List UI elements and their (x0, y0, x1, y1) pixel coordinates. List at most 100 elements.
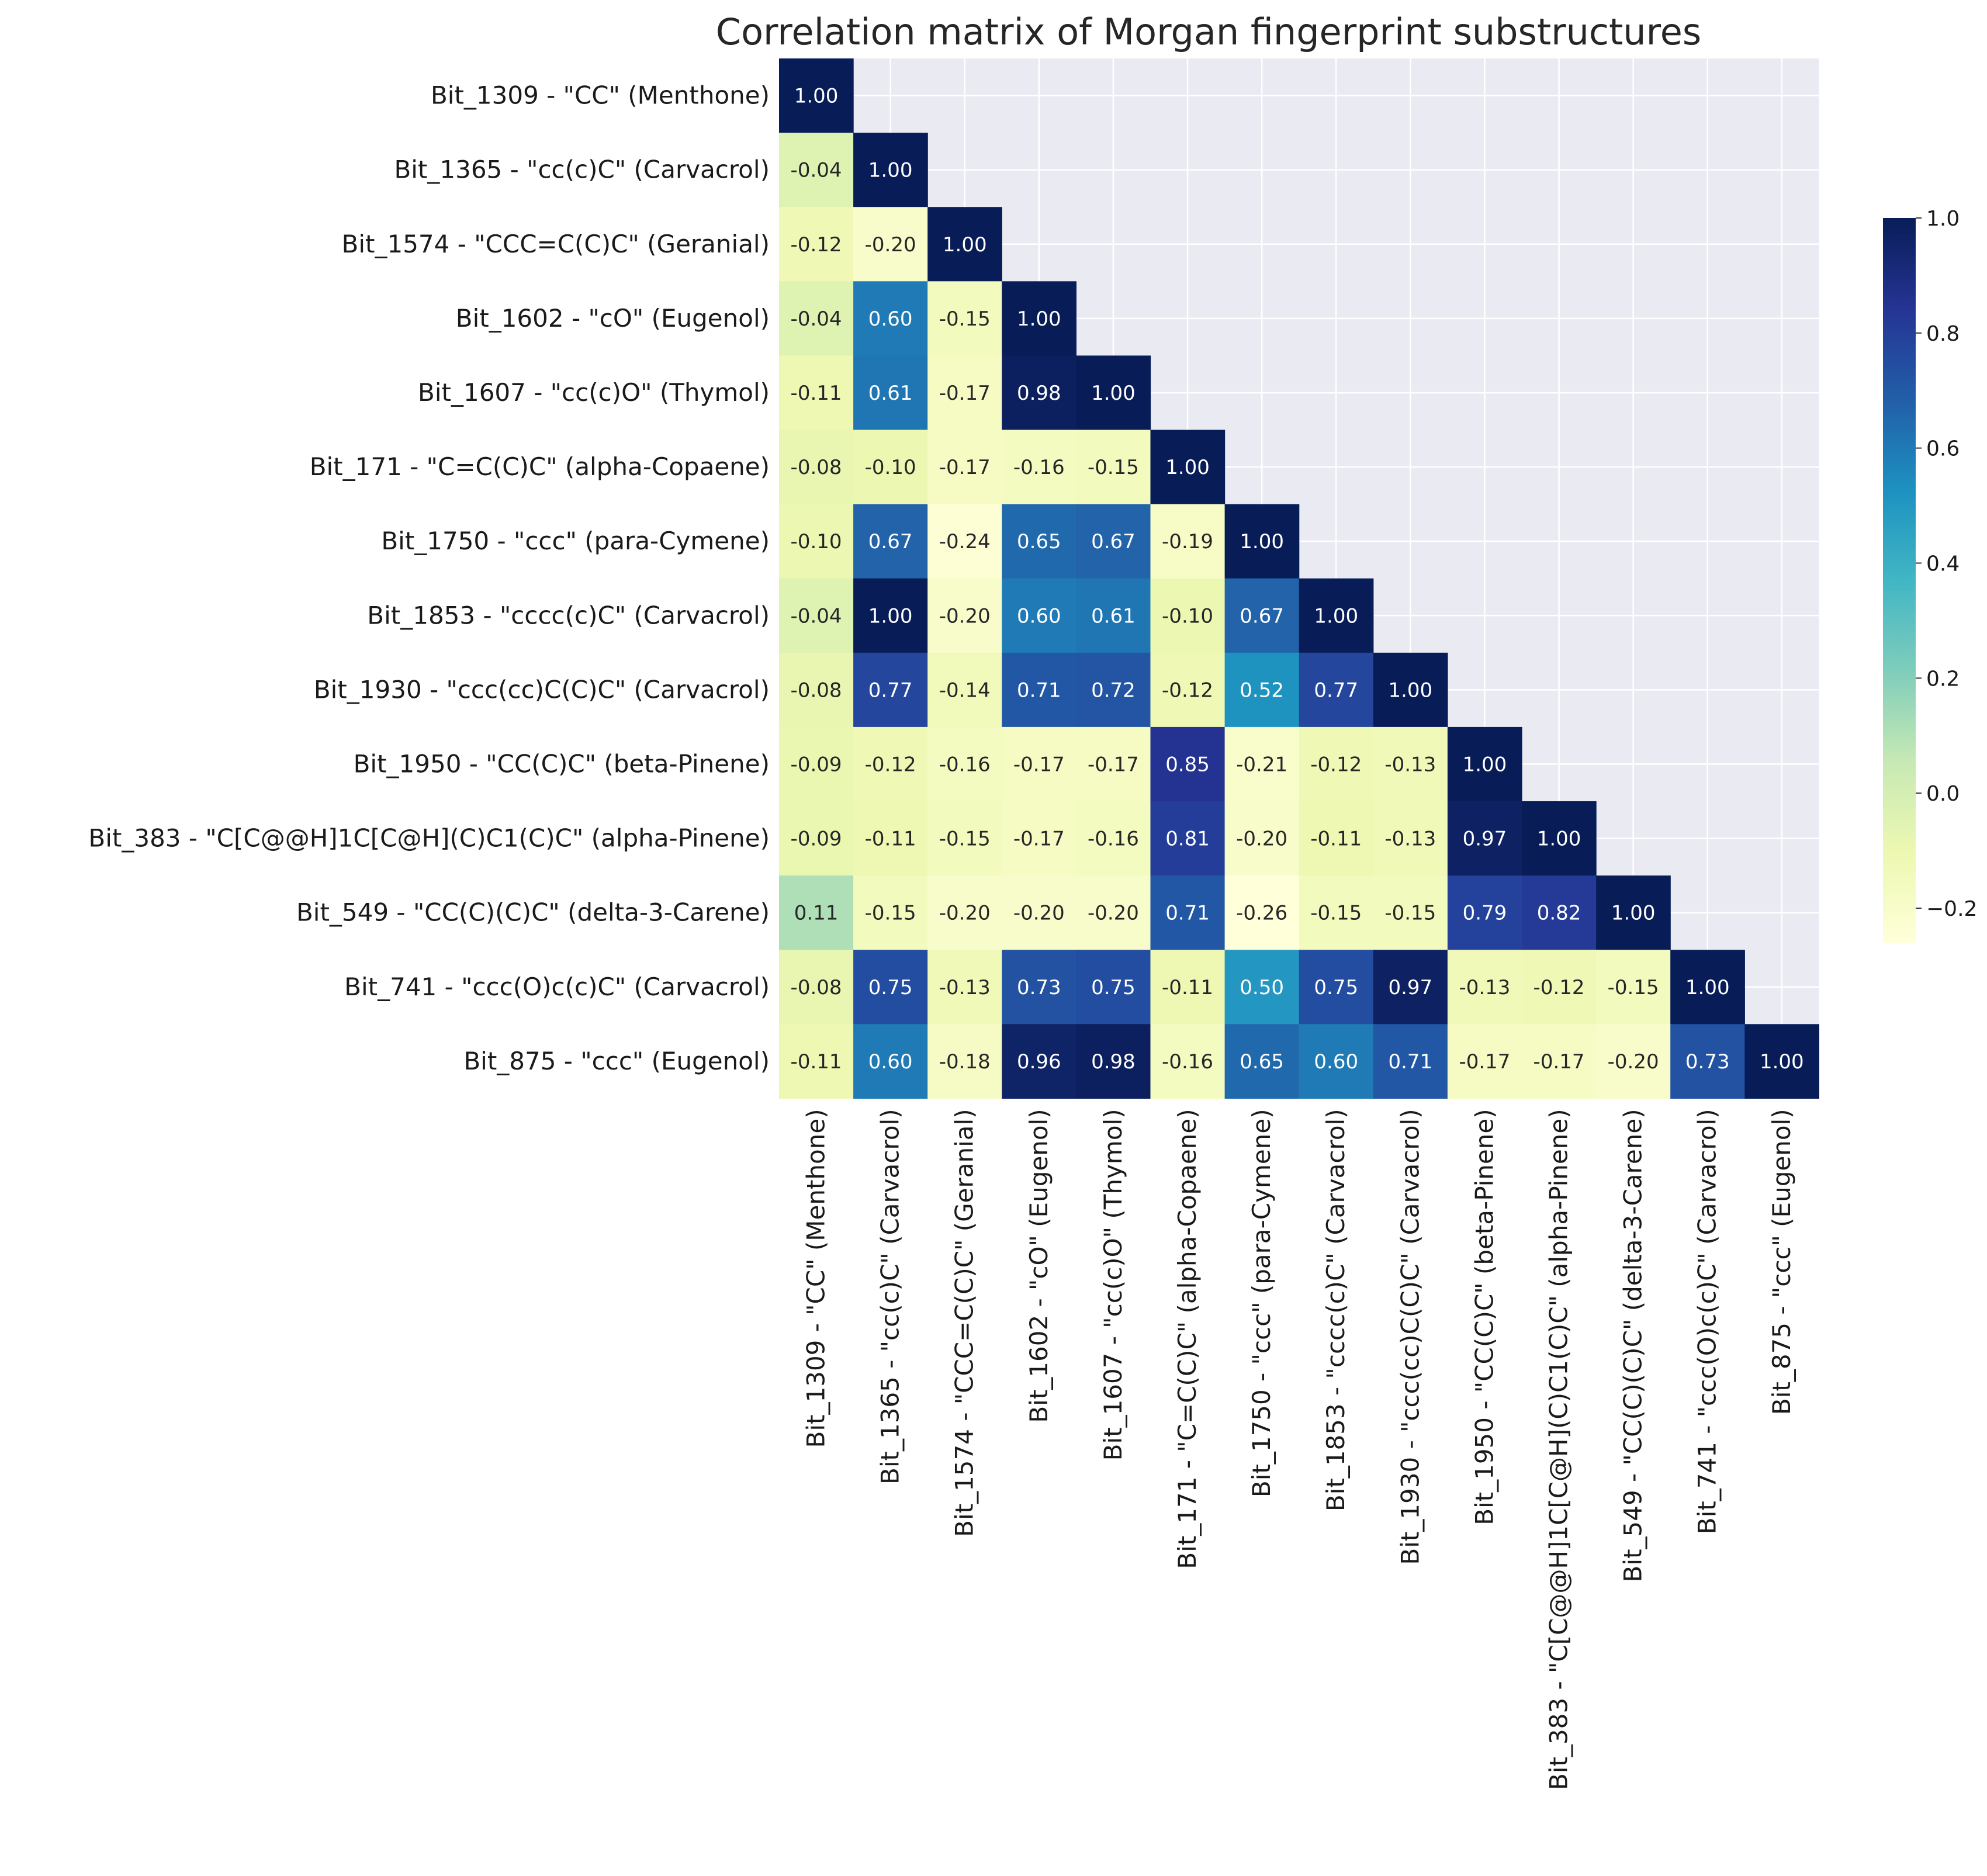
heatmap-cell (1373, 950, 1448, 1024)
heatmap-cell (1447, 875, 1522, 950)
cell-value-label: -0.16 (1088, 828, 1139, 851)
heatmap-cell (1373, 726, 1448, 802)
heatmap-cell (779, 355, 854, 431)
cell-value-label: 0.61 (1091, 604, 1136, 628)
cell-value-label: -0.15 (865, 902, 916, 925)
x-tick-label: Bit_1950 - "CC(C)C" (beta-Pinene) (1470, 1109, 1498, 1525)
heatmap-cell (1224, 801, 1300, 876)
heatmap-cell (1447, 801, 1522, 876)
heatmap-cell (1522, 1024, 1597, 1099)
heatmap-cell (1596, 1024, 1671, 1099)
cell-value-label: -0.17 (939, 382, 991, 405)
cell-value-label: 0.77 (1314, 679, 1358, 702)
x-tick-label: Bit_1930 - "ccc(cc)C(C)C" (Carvacrol) (1396, 1109, 1424, 1565)
y-tick-label: Bit_1365 - "cc(c)C" (Carvacrol) (394, 155, 770, 184)
cell-value-label: 1.00 (1537, 828, 1581, 851)
y-tick-label: Bit_1574 - "CCC=C(C)C" (Geranial) (342, 230, 770, 258)
cell-value-label: 0.60 (868, 307, 913, 331)
cell-value-label: -0.16 (1162, 1050, 1213, 1074)
heatmap-cell (1670, 950, 1745, 1024)
cell-value-label: 1.00 (794, 85, 839, 108)
heatmap-cell (779, 875, 854, 950)
cell-value-label: -0.17 (939, 456, 991, 479)
colorbar-gradient (1883, 218, 1916, 943)
heatmap-cells: 1.00 -0.04 1.00 -0.12 -0.20 1.00 -0.04 0.60 -0.1… (779, 58, 1819, 1099)
cell-value-label: -0.10 (865, 456, 916, 479)
y-tick-label: Bit_1750 - "ccc" (para-Cymene) (381, 527, 770, 555)
heatmap-cell (779, 652, 854, 728)
cell-value-label: -0.08 (791, 679, 842, 702)
cell-value-label: -0.18 (939, 1050, 991, 1074)
heatmap-cell (1224, 726, 1300, 802)
heatmap-cell (1150, 1024, 1226, 1099)
heatmap-cell (1002, 875, 1076, 950)
colorbar-tick-label: 0.6 (1926, 437, 1960, 461)
cell-value-label: 0.60 (1314, 1050, 1358, 1074)
heatmap-cell (1596, 875, 1671, 950)
cell-value-label: 1.00 (1388, 679, 1432, 702)
heatmap-cell (853, 355, 928, 431)
heatmap-cell (779, 133, 854, 207)
x-tick-label: Bit_1750 - "ccc" (para-Cymene) (1247, 1109, 1276, 1497)
heatmap-cell (779, 578, 854, 653)
heatmap-cell (1299, 652, 1374, 728)
cell-value-label: -0.17 (1088, 753, 1139, 776)
cell-value-label: -0.11 (865, 828, 916, 851)
heatmap-cell (853, 950, 928, 1024)
heatmap-cell (1744, 1024, 1819, 1099)
cell-value-label: -0.04 (791, 307, 842, 331)
cell-value-label: -0.12 (791, 233, 842, 257)
colorbar: 1.0 0.8 0.6 0.4 0.2 0.0 −0.2 (1883, 207, 1977, 943)
cell-value-label: -0.14 (939, 679, 991, 702)
x-tick-label: Bit_1607 - "cc(c)O" (Thymol) (1099, 1109, 1127, 1460)
heatmap-cell (853, 801, 928, 876)
cell-value-label: 0.61 (868, 382, 913, 405)
cell-value-label: 0.75 (868, 976, 913, 999)
heatmap-cell (1224, 652, 1300, 728)
cell-value-label: 0.65 (1240, 1050, 1284, 1074)
cell-value-label: 0.97 (1463, 828, 1507, 851)
heatmap-cell (853, 207, 928, 282)
y-tick-label: Bit_1853 - "cccc(c)C" (Carvacrol) (367, 601, 770, 629)
heatmap-cell (1150, 652, 1226, 728)
cell-value-label: -0.15 (1088, 456, 1139, 479)
heatmap-cell (1522, 950, 1597, 1024)
heatmap-cell (927, 578, 1002, 653)
heatmap-cell (1076, 504, 1151, 579)
cell-value-label: -0.12 (1162, 679, 1213, 702)
cell-value-label: -0.20 (939, 902, 991, 925)
heatmap-cell (927, 652, 1002, 728)
cell-value-label: -0.15 (939, 828, 991, 851)
heatmap-cell (1150, 875, 1226, 950)
x-tick-label: Bit_1602 - "cO" (Eugenol) (1024, 1109, 1053, 1422)
cell-value-label: -0.04 (791, 159, 842, 182)
colorbar-tick-label: 0.8 (1926, 322, 1960, 346)
heatmap-cell (779, 801, 854, 876)
heatmap-cell (1150, 801, 1226, 876)
cell-value-label: 0.75 (1091, 976, 1136, 999)
cell-value-label: 0.67 (1091, 530, 1136, 553)
x-tick-label: Bit_383 - "C[C@@H]1C[C@H](C)C1(C)C" (alp… (1545, 1109, 1573, 1790)
heatmap-cell (1076, 1024, 1151, 1099)
cell-value-label: 0.71 (1388, 1050, 1432, 1074)
cell-value-label: 1.00 (1165, 456, 1210, 479)
cell-value-label: -0.15 (1384, 902, 1436, 925)
colorbar-tick-label: 0.4 (1926, 552, 1960, 576)
chart-title: Correlation matrix of Morgan fingerprint… (716, 11, 1701, 53)
y-tick-label: Bit_171 - "C=C(C)C" (alpha-Copaene) (310, 452, 770, 481)
cell-value-label: -0.24 (939, 530, 991, 553)
x-tick-label: Bit_1853 - "cccc(c)C" (Carvacrol) (1321, 1109, 1350, 1511)
cell-value-label: 0.79 (1463, 902, 1507, 925)
heatmap-cell (1299, 801, 1374, 876)
cell-value-label: -0.11 (791, 1050, 842, 1074)
colorbar-tick-label: −0.2 (1926, 897, 1977, 921)
heatmap-cell (927, 355, 1002, 431)
heatmap-cell (853, 726, 928, 802)
heatmap-cell (1224, 1024, 1300, 1099)
heatmap-cell (1299, 950, 1374, 1024)
heatmap-cell (1373, 652, 1448, 728)
cell-value-label: -0.15 (1310, 902, 1362, 925)
y-tick-label: Bit_741 - "ccc(O)c(c)C" (Carvacrol) (344, 972, 770, 1001)
heatmap-cell (1002, 1024, 1076, 1099)
